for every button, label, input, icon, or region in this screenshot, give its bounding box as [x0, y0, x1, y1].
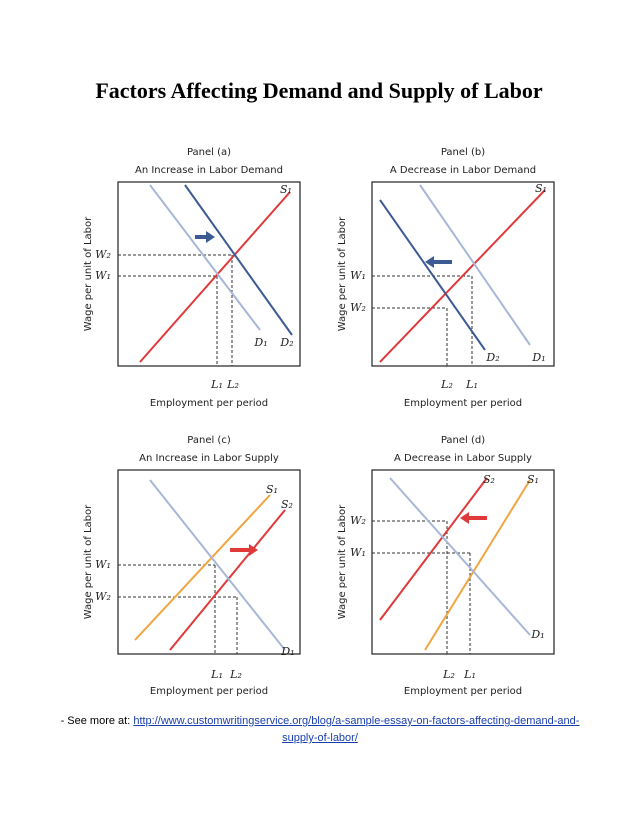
curve — [169, 509, 286, 651]
figures: Panel (a) An Increase in Labor Demand Wage… — [83, 147, 555, 697]
curve-label: D₁ — [531, 351, 545, 364]
wage-label: W₂ — [350, 514, 366, 527]
panel-frame — [371, 469, 555, 655]
wage-label: W₂ — [95, 590, 111, 603]
employment-label: L₂ — [229, 668, 242, 681]
curve-label: S₁ — [535, 182, 547, 195]
wage-label: W₁ — [95, 558, 111, 571]
x-axis-label: Employment per period — [404, 686, 522, 697]
wage-label: W₁ — [95, 269, 111, 282]
employment-label: L₂ — [440, 378, 453, 391]
curve-label: D₂ — [485, 351, 499, 364]
curve-label: S₁ — [266, 483, 278, 496]
panel-frame — [117, 181, 301, 367]
curve-label: D₁ — [530, 628, 544, 641]
employment-label: L₂ — [226, 378, 239, 391]
panel-subtitle: A Decrease in Labor Demand — [390, 165, 536, 176]
panel-label: Panel (c) — [187, 435, 231, 446]
document-title: Factors Affecting Demand and Supply of L… — [95, 78, 543, 103]
wage-label: W₂ — [350, 301, 366, 314]
curve — [379, 199, 486, 351]
curve-label: S₁ — [280, 183, 292, 196]
employment-label: L₁ — [210, 378, 223, 391]
panel-subtitle: An Increase in Labor Supply — [139, 453, 279, 464]
x-axis-label: Employment per period — [150, 686, 268, 697]
y-axis-label: Wage per unit of Labor — [83, 504, 94, 619]
wage-label: W₂ — [95, 248, 111, 261]
panel-subtitle: An Increase in Labor Demand — [135, 165, 283, 176]
source-link[interactable]: http://www.customwritingservice.org/blog… — [133, 715, 580, 744]
wage-label: W₁ — [350, 546, 366, 559]
employment-label: L₂ — [442, 668, 455, 681]
panel-label: Panel (a) — [187, 147, 231, 158]
curve — [389, 477, 531, 636]
curve-label: S₂ — [483, 473, 495, 486]
employment-label: L₁ — [465, 378, 478, 391]
curve — [134, 494, 271, 641]
y-axis-label: Wage per unit of Labor — [83, 216, 94, 331]
x-axis-label: Employment per period — [404, 398, 522, 409]
x-axis-label: Employment per period — [150, 398, 268, 409]
curve — [149, 184, 261, 331]
shift-arrow-head — [460, 512, 469, 524]
footer: - See more at: http://www.customwritings… — [60, 713, 580, 747]
y-axis-label: Wage per unit of Labor — [337, 504, 348, 619]
y-axis-label: Wage per unit of Labor — [337, 216, 348, 331]
shift-arrow-head — [425, 256, 434, 268]
shift-arrow-head — [249, 544, 258, 556]
curve — [139, 191, 291, 363]
curve — [184, 184, 293, 336]
panel-frame — [371, 181, 555, 367]
shift-arrow-head — [206, 231, 215, 243]
curve — [424, 479, 531, 651]
panel-label: Panel (d) — [441, 435, 485, 446]
curve-label: D₁ — [280, 645, 294, 658]
curve-label: S₂ — [281, 498, 293, 511]
employment-label: L₁ — [210, 668, 223, 681]
curve-label: D₁ — [253, 336, 267, 349]
curve-label: D₂ — [279, 336, 293, 349]
footer-prefix: - See more at: — [60, 715, 131, 727]
wage-label: W₁ — [350, 269, 366, 282]
curve-label: S₁ — [527, 473, 539, 486]
curve — [419, 184, 531, 346]
panel-label: Panel (b) — [441, 147, 485, 158]
panel-subtitle: A Decrease in Labor Supply — [394, 453, 532, 464]
curve — [379, 477, 488, 621]
panel-frame — [117, 469, 301, 655]
curve — [379, 189, 546, 363]
curve — [149, 479, 286, 651]
employment-label: L₁ — [463, 668, 476, 681]
